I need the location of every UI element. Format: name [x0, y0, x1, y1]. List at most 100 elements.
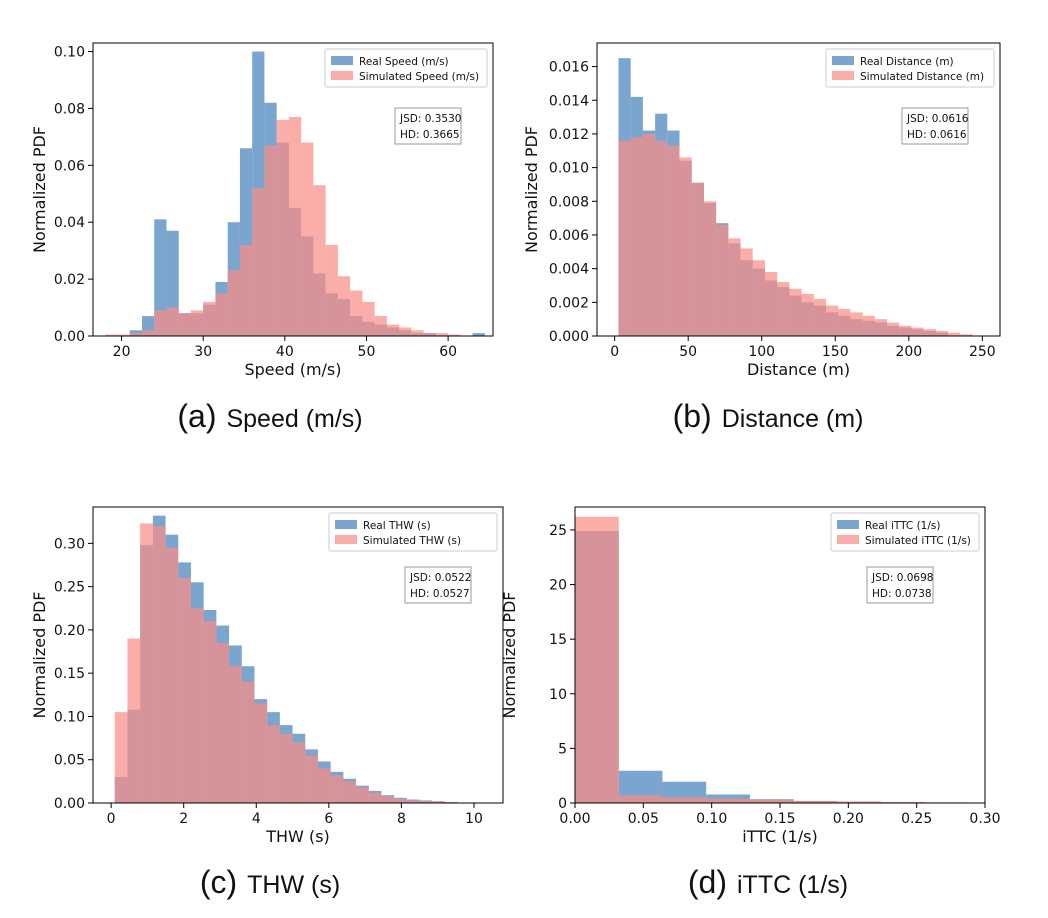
y-tick-label-1: 0.05: [54, 753, 85, 769]
bar-s1-28: [960, 334, 973, 336]
bar-s1-27: [435, 333, 449, 336]
bar-s1-19: [356, 787, 369, 803]
x-tick-label-0: 0: [610, 344, 619, 360]
bar-s1-4: [749, 799, 794, 803]
y-tick-label-0: 0.00: [54, 329, 85, 345]
x-tick-label-2: 4: [252, 811, 261, 827]
x-tick-label-3: 6: [324, 811, 333, 827]
bar-s1-10: [227, 270, 240, 336]
bar-s1-28: [448, 334, 461, 336]
x-axis-label: THW (s): [265, 827, 330, 846]
legend-swatch-0: [331, 56, 353, 65]
legend: Real iTTC (1/s) Simulated iTTC (1/s): [830, 512, 980, 552]
y-tick-label-2: 0.04: [54, 215, 85, 231]
stat-line-1: HD: 0.0738: [872, 588, 932, 600]
bar-s1-20: [350, 290, 363, 336]
x-tick-label-4: 60: [439, 344, 457, 360]
legend-label-1: Simulated Distance (m): [860, 71, 984, 83]
bar-s1-14: [789, 288, 802, 336]
bar-s1-0: [618, 140, 631, 336]
bar-s1-17: [313, 185, 326, 336]
bar-s1-23: [406, 800, 420, 803]
bar-s1-4: [165, 547, 179, 803]
bar-s1-6: [190, 608, 204, 803]
legend-swatch-1: [837, 535, 859, 544]
bar-s1-0: [114, 712, 128, 803]
bar-s1-7: [881, 801, 925, 803]
stat-line-0: JSD: 0.0616: [906, 113, 969, 125]
y-tick-label-3: 0.15: [54, 666, 85, 682]
bar-s1-11: [752, 260, 765, 336]
stat-line-1: HD: 0.0527: [410, 588, 470, 600]
legend-swatch-0: [832, 56, 854, 65]
y-tick-label-1: 0.02: [54, 272, 85, 288]
chart-panel-2: 0 2 4 6 8 10 0.00 0.05 0.10 0.15 0.20 0.25 0.30 THW (…: [30, 506, 504, 900]
y-axis-label: Normalized PDF: [500, 592, 519, 719]
y-tick-label-3: 15: [549, 632, 567, 648]
y-tick-label-7: 0.014: [549, 93, 589, 109]
bar-s0-25: [472, 333, 485, 336]
bar-s1-15: [305, 755, 318, 803]
stats-frame: [866, 566, 934, 604]
bar-s1-1: [127, 638, 141, 803]
legend-swatch-1: [335, 535, 357, 544]
bar-s1-13: [264, 145, 277, 336]
bar-s1-15: [288, 116, 302, 336]
y-axis-label: Normalized PDF: [30, 126, 49, 253]
caption-text: Speed (m/s): [226, 405, 362, 433]
stats-frame: [404, 566, 472, 604]
y-tick-label-6: 0.30: [54, 536, 85, 552]
legend-swatch-0: [335, 520, 357, 529]
legend-box: [324, 48, 488, 88]
y-tick-label-1: 0.002: [549, 295, 589, 311]
x-axis-label: Distance (m): [747, 360, 850, 379]
bar-s1-1: [618, 795, 663, 803]
y-tick-label-0: 0.000: [549, 329, 589, 345]
bar-s1-22: [394, 798, 407, 803]
bar-s1-24: [911, 327, 924, 336]
x-tick-label-0: 20: [113, 344, 131, 360]
chart-panel-3: 0.00 0.05 0.10 0.15 0.20 0.25 0.30 0 5 10 15 20 25 iT…: [500, 506, 1001, 900]
bar-s1-17: [330, 775, 344, 803]
bar-s1-2: [662, 797, 707, 803]
bar-s1-2: [129, 333, 142, 336]
y-tick-label-8: 0.016: [549, 60, 589, 76]
stat-line-0: JSD: 0.0522: [409, 572, 471, 584]
bar-s1-3: [152, 526, 166, 803]
bar-s1-25: [411, 330, 424, 336]
x-tick-label-4: 200: [895, 344, 922, 360]
bar-s1-5: [793, 800, 838, 803]
bar-s1-24: [419, 801, 433, 803]
y-tick-label-2: 10: [549, 687, 567, 703]
legend: Real THW (s) Simulated THW (s): [328, 512, 498, 552]
caption-letter: (a): [177, 398, 216, 434]
bar-s1-23: [899, 325, 912, 336]
legend-label-1: Simulated iTTC (1/s): [865, 535, 971, 547]
bars: [105, 51, 485, 336]
bar-s1-12: [252, 188, 265, 336]
bar-s1-0: [575, 516, 619, 803]
bar-s1-9: [215, 293, 228, 336]
x-tick-label-4: 0.20: [833, 811, 864, 827]
bar-s1-19: [337, 276, 351, 336]
x-tick-label-5: 250: [969, 344, 996, 360]
stat-line-0: JSD: 0.3530: [399, 113, 461, 125]
stats-box: JSD: 0.0522 HD: 0.0527: [404, 566, 472, 604]
legend-box: [830, 512, 980, 552]
bar-s1-1: [630, 137, 643, 336]
x-axis-label: iTTC (1/s): [742, 827, 817, 846]
x-tick-label-6: 0.30: [969, 811, 1000, 827]
x-tick-label-0: 0.00: [559, 811, 590, 827]
bar-s1-13: [777, 282, 790, 336]
stats-frame: [901, 107, 969, 145]
y-tick-label-5: 25: [549, 523, 567, 539]
x-tick-label-3: 50: [358, 344, 376, 360]
x-tick-label-2: 0.10: [696, 811, 727, 827]
bar-s1-6: [837, 801, 882, 803]
legend-label-1: Simulated Speed (m/s): [359, 71, 479, 83]
bar-s1-12: [764, 272, 778, 336]
caption-text: THW (s): [247, 871, 340, 899]
bar-s1-26: [423, 333, 436, 336]
bar-s1-26: [935, 330, 949, 336]
bar-s1-21: [362, 301, 375, 336]
